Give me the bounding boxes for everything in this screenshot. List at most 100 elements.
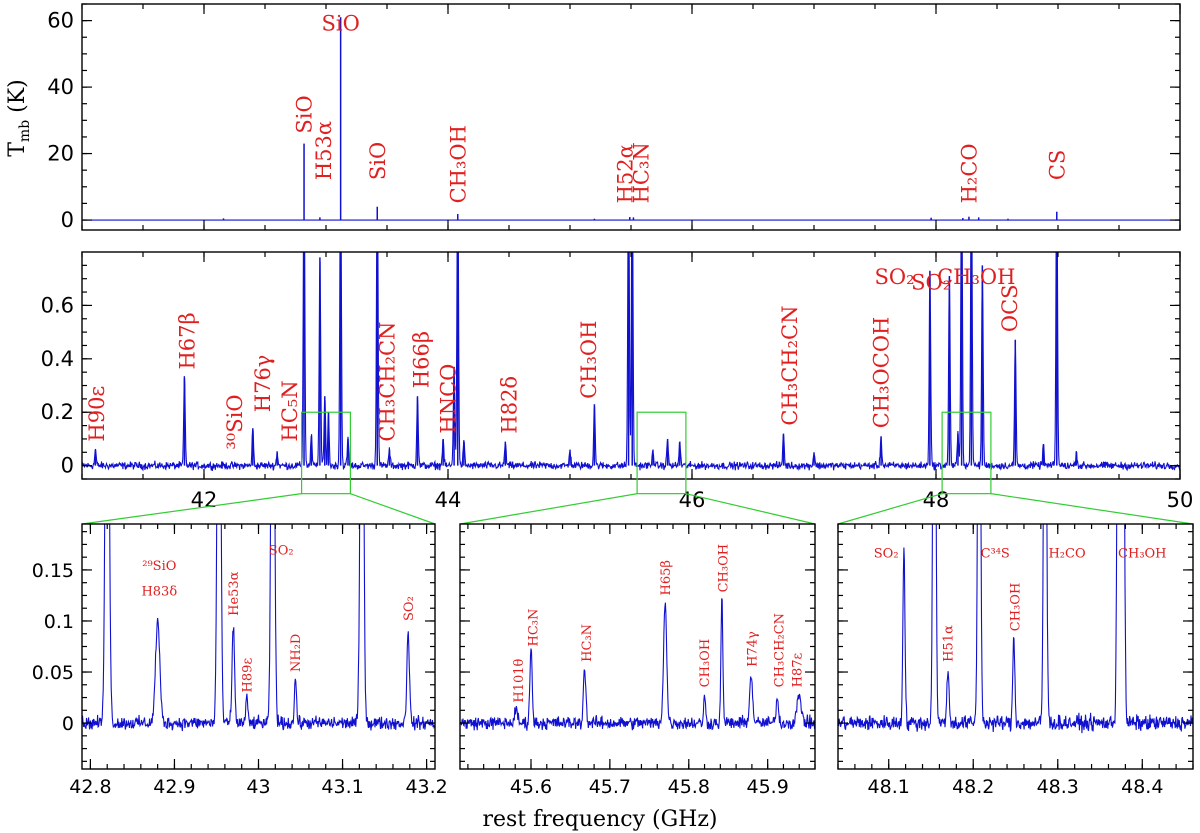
zoom-region-box xyxy=(301,411,352,495)
y-tick-label: 0.4 xyxy=(41,347,74,371)
y-axis-title-main: T xyxy=(5,142,30,157)
y-axis-title-sub: mb xyxy=(17,120,33,142)
line-label: H65β xyxy=(659,560,674,595)
line-label: H90ε xyxy=(85,386,109,442)
line-label: CH₃OH xyxy=(1008,583,1023,632)
line-label: H87ε xyxy=(791,652,806,687)
line-label: SiO xyxy=(293,95,317,133)
svg-text:Tmb (K): Tmb (K) xyxy=(5,79,33,157)
zoom-connector xyxy=(837,493,943,525)
y-tick-label: 40 xyxy=(47,75,74,99)
x-tick-label: 45.9 xyxy=(747,776,789,798)
line-label: SiO xyxy=(321,12,359,36)
spectrum-line xyxy=(838,524,1193,734)
y-axis-title-unit: (K) xyxy=(5,79,30,120)
y-axis-title: Tmb (K) xyxy=(5,79,33,157)
y-tick-label: 0.6 xyxy=(41,293,74,317)
line-label: CH₃OH xyxy=(716,544,731,593)
y-tick-label: 0 xyxy=(61,454,74,478)
spectrum-line xyxy=(460,598,815,731)
x-tick-label: 43.1 xyxy=(321,776,363,798)
line-label: OCS xyxy=(998,284,1022,332)
line-label: H101θ xyxy=(512,658,527,702)
line-label: CH₃CH₂CN xyxy=(376,322,400,442)
x-tick-label: 48 xyxy=(923,488,950,512)
x-tick-label: 45.6 xyxy=(510,776,552,798)
line-label: HC₃N xyxy=(526,609,541,647)
y-tick-label: 0 xyxy=(61,208,74,232)
zoom-panel-1: 0 0.05 0.1 0.15 42.8 42.9 43 43.1 43.2 ²⁹SiO H83δ H… xyxy=(32,523,448,798)
x-tick-label: 44 xyxy=(435,488,462,512)
line-label: ³⁰SiO xyxy=(223,394,247,449)
y-tick-label: 0.15 xyxy=(32,560,74,582)
x-tick-label: 50 xyxy=(1167,488,1194,512)
line-label: He53α xyxy=(227,571,242,616)
x-tick-label: 48.1 xyxy=(868,776,910,798)
line-label: H67β xyxy=(175,312,199,369)
line-label: CH₃OH xyxy=(577,321,601,399)
line-label: H82δ xyxy=(498,376,522,434)
line-label: SO₂ xyxy=(402,596,417,621)
line-label: H₂CO xyxy=(958,143,982,203)
zoom-region-box xyxy=(636,411,687,495)
line-label: HC₅N xyxy=(278,380,302,441)
zoom-panel-3: 48.1 48.2 48.3 48.4 SO₂ H51α C³⁴S CH₃OH H₂CO CH₃O… xyxy=(837,523,1194,798)
line-label: SiO xyxy=(366,142,390,180)
y-tick-label: 0.05 xyxy=(32,662,74,684)
spectrum-line xyxy=(82,524,435,732)
zoom-panel-2: 45.6 45.7 45.8 45.9 H101θ HC₃N HC₃N H65β CH₃OH CH… xyxy=(459,523,816,798)
line-label: H51α xyxy=(942,625,957,662)
x-tick-label: 43.2 xyxy=(405,776,447,798)
line-label: CH₃OH xyxy=(446,125,470,203)
line-label: NH₂D xyxy=(289,634,304,672)
zoom-connector xyxy=(81,493,302,525)
line-label: SO₂ xyxy=(269,544,294,559)
y-tick-label: 0.1 xyxy=(44,611,74,633)
line-label: H89ε xyxy=(240,658,255,693)
x-tick-label: 42.8 xyxy=(69,776,111,798)
line-label: CH₃OH xyxy=(698,639,713,688)
zoom-region-box xyxy=(941,411,992,495)
y-tick-label: 20 xyxy=(47,142,74,166)
line-label: ²⁹SiO xyxy=(142,559,176,574)
spectrum-line xyxy=(82,252,1180,472)
line-label: HNCO xyxy=(437,364,461,434)
x-tick-label: 43 xyxy=(246,776,270,798)
y-tick-label: 0.2 xyxy=(41,400,74,424)
x-tick-label: 48.3 xyxy=(1037,776,1079,798)
x-tick-label: 45.8 xyxy=(668,776,710,798)
y-tick-label: 60 xyxy=(47,9,74,33)
panel-frame xyxy=(459,523,816,770)
line-label: H53α xyxy=(312,121,336,180)
line-label: H66β xyxy=(410,331,434,388)
line-label: SO₂ xyxy=(911,270,951,294)
x-tick-label: 48.2 xyxy=(952,776,994,798)
line-label: CH₃OCOH xyxy=(870,317,894,429)
line-label: CH₃CH₂CN xyxy=(778,306,802,426)
line-label: CH₃OH xyxy=(937,265,1015,289)
line-label: SO₂ xyxy=(875,265,915,289)
line-label: H52α xyxy=(613,144,637,203)
zoom-connector xyxy=(685,493,816,525)
x-axis-title: rest frequency (GHz) xyxy=(482,807,717,832)
zoom-connector xyxy=(459,493,638,525)
x-tick-label: 48.4 xyxy=(1121,776,1163,798)
line-label: CH₃CH₂CN xyxy=(772,613,787,687)
line-label: H74γ xyxy=(746,631,761,667)
line-label: H₂CO xyxy=(1048,547,1085,562)
y-tick-label: 0 xyxy=(62,713,74,735)
zoom-connector xyxy=(990,493,1194,525)
zoom-connector xyxy=(350,493,436,525)
line-label: SO₂ xyxy=(874,547,899,562)
x-tick-label: 45.7 xyxy=(589,776,631,798)
x-tick-label: 46 xyxy=(679,488,706,512)
line-label: CH₃OH xyxy=(1118,547,1167,562)
line-label: H76γ xyxy=(251,355,275,413)
line-label: H83δ xyxy=(141,584,177,599)
line-label: HC₃N xyxy=(629,142,653,203)
x-tick-label: 42.9 xyxy=(153,776,195,798)
line-label: HC₃N xyxy=(580,624,595,662)
zoom-connector-lines xyxy=(81,411,1194,525)
